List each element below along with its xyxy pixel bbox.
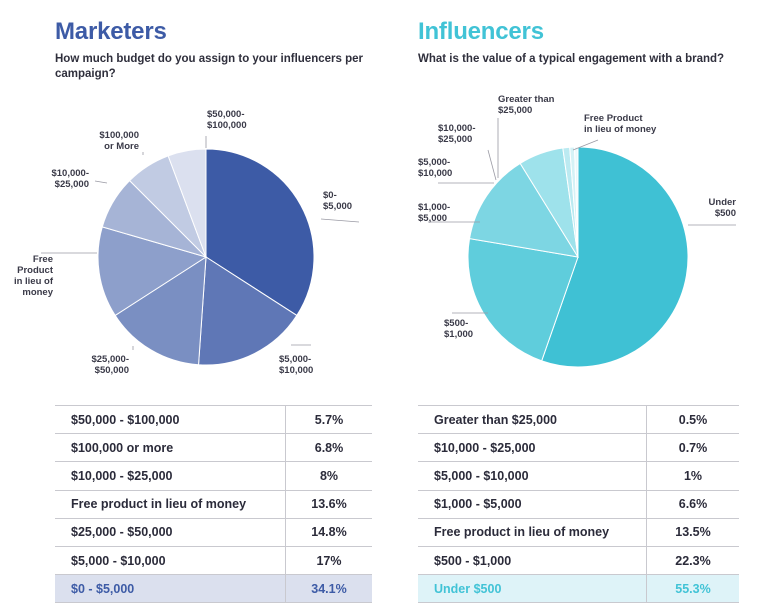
table-row: $10,000 - $25,000 8% bbox=[55, 461, 372, 491]
marketers-slice-label: $25,000-$50,000 bbox=[91, 354, 129, 376]
marketers-slice bbox=[167, 148, 207, 258]
marketers-leader-line bbox=[94, 180, 108, 184]
table-cell-category: Greater than $25,000 bbox=[418, 404, 647, 435]
table-row: $0 - $5,000 34.1% bbox=[55, 574, 372, 604]
marketers-slice-label: Free Product in lieu of money bbox=[14, 254, 54, 298]
influencers-slice bbox=[574, 146, 579, 258]
influencers-title: Influencers bbox=[418, 18, 544, 45]
influencers-slice-label: Free Product in lieu of money bbox=[584, 113, 657, 135]
table-cell-category: $100,000 or more bbox=[55, 433, 286, 463]
influencers-question: What is the value of a typical engagemen… bbox=[418, 53, 725, 65]
influencers-slice-label: $1,000-$5,000 bbox=[418, 202, 450, 224]
table-cell-percent: 0.5% bbox=[646, 404, 739, 435]
table-cell-category: $5,000 - $10,000 bbox=[418, 461, 647, 491]
marketers-question: How much budget do you assign to your in… bbox=[55, 53, 363, 80]
marketers-title: Marketers bbox=[55, 18, 167, 45]
marketers-leader-line bbox=[320, 218, 360, 223]
influencers-slice bbox=[468, 162, 580, 258]
table-cell-percent: 13.5% bbox=[646, 518, 739, 547]
table-cell-percent: 14.8% bbox=[285, 518, 372, 547]
table-cell-category: $5,000 - $10,000 bbox=[55, 546, 286, 576]
marketers-slice bbox=[97, 226, 208, 317]
table-row: Under $500 55.3% bbox=[418, 574, 739, 604]
table-row: $1,000 - $5,000 6.6% bbox=[418, 490, 739, 519]
influencers-slice-label: Under $500 bbox=[709, 197, 737, 219]
table-row: $10,000 - $25,000 0.7% bbox=[418, 433, 739, 463]
marketers-slice-label: $0-$5,000 bbox=[323, 190, 352, 212]
table-cell-category: $0 - $5,000 bbox=[55, 574, 286, 604]
table-row: $5,000 - $10,000 1% bbox=[418, 461, 739, 491]
table-cell-category: $500 - $1,000 bbox=[418, 546, 647, 576]
table-row: $500 - $1,000 22.3% bbox=[418, 546, 739, 576]
marketers-slice-label: $100,000 or More bbox=[99, 130, 139, 152]
influencers-table: Greater than $25,000 0.5% $10,000 - $25,00… bbox=[418, 404, 739, 604]
marketers-panel: Marketers How much budget do you assign … bbox=[14, 0, 385, 616]
table-cell-category: $25,000 - $50,000 bbox=[55, 518, 286, 547]
influencers-slice-label: $5,000-$10,000 bbox=[418, 157, 452, 179]
table-cell-percent: 5.7% bbox=[285, 404, 372, 435]
table-row: $25,000 - $50,000 14.8% bbox=[55, 518, 372, 547]
marketers-slice bbox=[198, 256, 298, 366]
marketers-slice-label: $5,000-$10,000 bbox=[279, 354, 313, 376]
table-cell-category: Free product in lieu of money bbox=[418, 518, 647, 547]
table-cell-category: Free product in lieu of money bbox=[55, 490, 286, 519]
table-cell-category: Under $500 bbox=[418, 574, 647, 604]
influencers-slice-label: $10,000-$25,000 bbox=[438, 123, 476, 145]
marketers-pie-chart: $0-$5,000 $5,000-$10,000 $25,000-$50,000 Fr… bbox=[14, 109, 360, 376]
table-cell-percent: 34.1% bbox=[285, 574, 372, 604]
table-cell-category: $50,000 - $100,000 bbox=[55, 404, 286, 435]
marketers-slice-label: $50,000-$100,000 bbox=[207, 109, 247, 131]
table-row: Free product in lieu of money 13.6% bbox=[55, 490, 372, 519]
table-cell-percent: 17% bbox=[285, 546, 372, 576]
table-row: Greater than $25,000 0.5% bbox=[418, 404, 739, 435]
influencers-slice-label: Greater than $25,000 bbox=[498, 94, 555, 116]
table-row: $5,000 - $10,000 17% bbox=[55, 546, 372, 576]
influencers-leader-line bbox=[487, 149, 497, 181]
table-cell-percent: 0.7% bbox=[646, 433, 739, 463]
table-cell-percent: 1% bbox=[646, 461, 739, 491]
influencers-slice-label: $500-$1,000 bbox=[444, 318, 473, 340]
marketers-table: $50,000 - $100,000 5.7% $100,000 or more 6.… bbox=[55, 404, 372, 604]
influencers-panel: Influencers What is the value of a typic… bbox=[418, 0, 748, 616]
table-row: $50,000 - $100,000 5.7% bbox=[55, 404, 372, 435]
table-cell-percent: 6.8% bbox=[285, 433, 372, 463]
table-row: Free product in lieu of money 13.5% bbox=[418, 518, 739, 547]
table-cell-category: $10,000 - $25,000 bbox=[55, 461, 286, 491]
influencers-pie-chart: Under $500 $500-$1,000 Free Product in lieu … bbox=[418, 94, 737, 368]
table-cell-percent: 8% bbox=[285, 461, 372, 491]
table-cell-percent: 6.6% bbox=[646, 490, 739, 519]
marketers-slice bbox=[114, 256, 207, 366]
table-cell-percent: 13.6% bbox=[285, 490, 372, 519]
table-cell-category: $1,000 - $5,000 bbox=[418, 490, 647, 519]
table-row: $100,000 or more 6.8% bbox=[55, 433, 372, 463]
influencers-leader-line bbox=[572, 139, 599, 151]
table-cell-category: $10,000 - $25,000 bbox=[418, 433, 647, 463]
table-cell-percent: 22.3% bbox=[646, 546, 739, 576]
marketers-slice-label: $10,000-$25,000 bbox=[51, 168, 89, 190]
table-cell-percent: 55.3% bbox=[646, 574, 739, 604]
